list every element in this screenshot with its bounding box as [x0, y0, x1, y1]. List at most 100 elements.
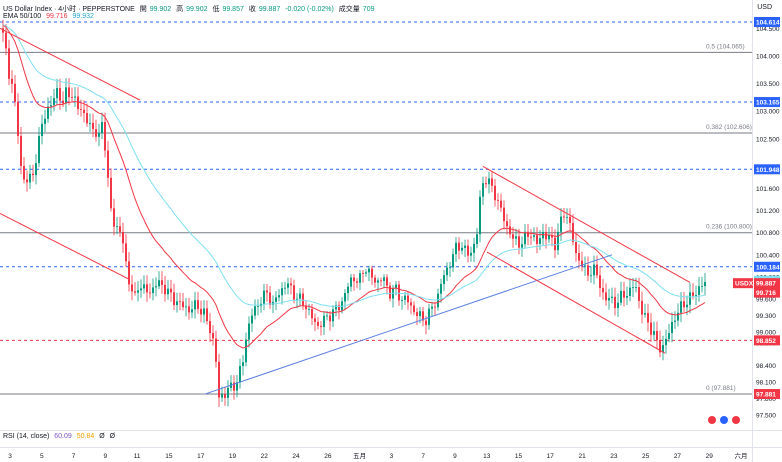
- volume-label: 成交量: [338, 6, 360, 13]
- candle-down: [8, 48, 10, 79]
- candle-up: [38, 136, 40, 164]
- x-tick-label: 五月: [353, 452, 366, 460]
- x-tick-label: 9: [104, 453, 108, 460]
- candle-down: [434, 306, 436, 308]
- candle-down: [563, 216, 565, 218]
- candle-down: [338, 305, 340, 311]
- candle-up: [191, 309, 193, 313]
- x-tick-label: 17: [197, 453, 205, 460]
- candle-up: [284, 287, 286, 289]
- ema-legend[interactable]: EMA 50/100 99.716 99.932: [3, 13, 97, 20]
- candle-up: [326, 315, 328, 317]
- candle-up: [431, 306, 433, 309]
- y-tick-label: 104.500: [756, 26, 780, 33]
- rsi-legend[interactable]: RSI (14, close) 60.09 50.84 Ø Ø: [3, 433, 118, 440]
- x-tick-label: 15: [515, 453, 523, 460]
- y-tick-label: 100.800: [756, 230, 780, 237]
- candle-down: [5, 32, 7, 49]
- fib-level-label: 0 (97.881): [706, 385, 736, 392]
- candle-up: [557, 231, 559, 251]
- candle-up: [689, 292, 691, 305]
- price-label-box: [754, 335, 780, 346]
- channel-lower-line: [486, 251, 666, 354]
- y-tick-label: 97.800: [756, 396, 776, 403]
- x-tick-label: 9: [453, 453, 457, 460]
- candle-down: [212, 333, 214, 339]
- y-tick-label: 104.000: [756, 53, 780, 60]
- candle-down: [59, 88, 61, 101]
- candle-up: [167, 288, 169, 295]
- candle-up: [308, 309, 310, 310]
- x-tick-label: 27: [674, 453, 682, 460]
- candle-up: [440, 283, 442, 294]
- candle-up: [428, 308, 430, 325]
- candle-up: [65, 87, 67, 104]
- candle-down: [23, 166, 25, 180]
- candle-up: [74, 96, 76, 98]
- candle-down: [587, 265, 589, 276]
- candle-down: [206, 308, 208, 322]
- candle-up: [476, 234, 478, 244]
- candle-up: [350, 277, 352, 287]
- candle-down: [530, 236, 532, 238]
- candle-down: [302, 293, 304, 306]
- candle-down: [173, 292, 175, 306]
- candle-down: [659, 339, 661, 353]
- candle-down: [647, 313, 649, 323]
- usdx-tag-text: USDX: [735, 281, 754, 288]
- symbol-legend[interactable]: US Dollar Index · 4小时 · PEPPERSTONE 開 99.…: [3, 4, 377, 14]
- candle-up: [671, 321, 673, 334]
- x-tick-label: 24: [292, 453, 300, 460]
- candle-down: [500, 200, 502, 208]
- candle-up: [701, 286, 703, 287]
- change-value: -0.020 (-0.02%): [285, 6, 334, 13]
- candle-down: [605, 292, 607, 301]
- candle-down: [599, 275, 601, 289]
- downtrend-line-left: [0, 212, 131, 281]
- candle-down: [554, 237, 556, 251]
- candle-down: [692, 292, 694, 296]
- downtrend-line-top: [0, 27, 141, 101]
- candle-down: [77, 96, 79, 109]
- candle-up: [236, 382, 238, 391]
- price-label-box: [754, 17, 780, 27]
- candle-up: [662, 345, 664, 353]
- candle-down: [305, 305, 307, 310]
- candle-down: [389, 285, 391, 299]
- candle-down: [146, 284, 148, 293]
- price-label-box: [754, 287, 780, 298]
- candle-down: [215, 338, 217, 362]
- price-label-text: 97.881: [756, 392, 776, 399]
- candle-down: [545, 231, 547, 240]
- candle-up: [608, 297, 610, 301]
- candle-up: [704, 282, 706, 287]
- candle-down: [518, 236, 520, 248]
- candle-down: [494, 185, 496, 201]
- candle-up: [449, 267, 451, 269]
- x-tick-label: 19: [229, 453, 237, 460]
- candle-down: [581, 260, 583, 267]
- candle-up: [548, 235, 550, 240]
- candle-up: [653, 330, 655, 335]
- y-tick-label: 99.300: [756, 313, 776, 320]
- y-tick-label: 99.600: [756, 297, 776, 304]
- candle-down: [218, 361, 220, 398]
- candle-up: [257, 306, 259, 307]
- price-label-text: 103.165: [756, 100, 780, 107]
- candle-down: [80, 108, 82, 110]
- open-value: 99.902: [149, 6, 172, 13]
- candle-down: [92, 122, 94, 130]
- candle-down: [224, 394, 226, 398]
- candle-down: [602, 288, 604, 293]
- candle-down: [527, 231, 529, 237]
- candle-up: [185, 306, 187, 308]
- candle-up: [227, 387, 229, 398]
- y-tick-label: 101.600: [756, 186, 780, 193]
- close-label: 收: [248, 6, 256, 13]
- candle-down: [422, 311, 424, 321]
- candle-down: [179, 301, 181, 303]
- candle-up: [101, 122, 103, 134]
- candle-up: [47, 106, 49, 119]
